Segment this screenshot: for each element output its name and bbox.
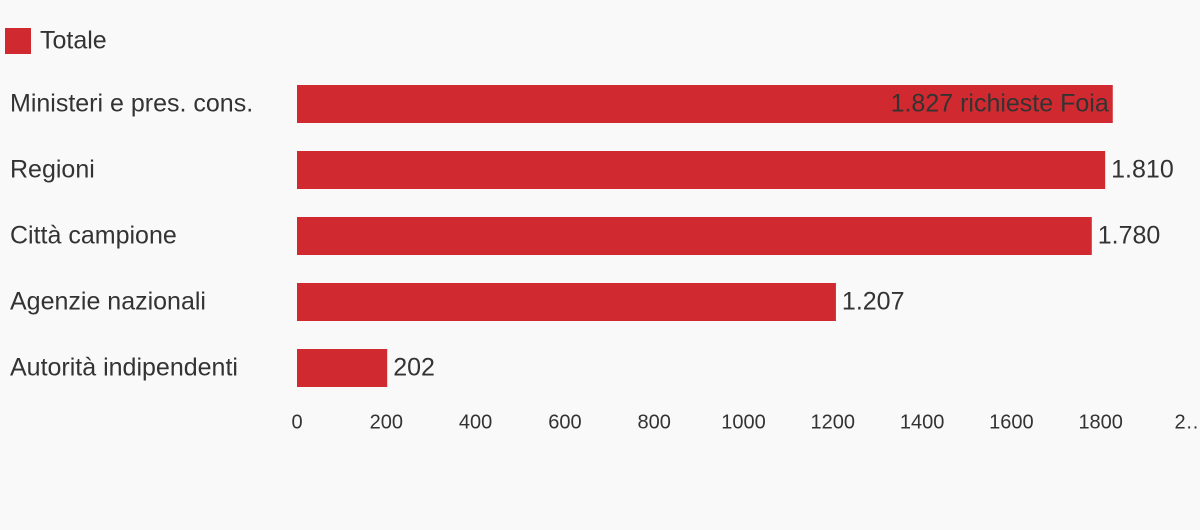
category-label: Regioni <box>10 156 95 184</box>
value-label: 1.810 <box>1111 156 1174 184</box>
x-tick-label: 2… <box>1174 411 1200 433</box>
value-label: 1.207 <box>842 288 905 316</box>
x-tick-label: 600 <box>548 411 581 433</box>
x-tick-label: 800 <box>638 411 671 433</box>
x-tick-label: 1200 <box>811 411 856 433</box>
bar <box>297 151 1106 189</box>
category-label: Ministeri e pres. cons. <box>10 90 253 118</box>
x-tick-label: 0 <box>291 411 302 433</box>
legend-swatch <box>5 28 31 54</box>
category-label: Autorità indipendenti <box>10 354 238 382</box>
x-tick-label: 1800 <box>1078 411 1123 433</box>
bar <box>297 85 1113 123</box>
value-label: 202 <box>393 354 435 382</box>
category-label: Agenzie nazionali <box>10 288 206 316</box>
x-tick-label: 1000 <box>721 411 766 433</box>
value-label: 1.780 <box>1098 222 1161 250</box>
bar <box>297 217 1092 255</box>
bar <box>297 349 388 387</box>
x-tick-label: 1400 <box>900 411 945 433</box>
x-tick-label: 1600 <box>989 411 1034 433</box>
x-tick-label: 400 <box>459 411 492 433</box>
bar <box>297 283 836 321</box>
value-label: 1.827 richieste Foia <box>891 90 1109 118</box>
legend-label: Totale <box>40 27 107 55</box>
x-tick-label: 200 <box>370 411 403 433</box>
category-label: Città campione <box>10 222 177 250</box>
